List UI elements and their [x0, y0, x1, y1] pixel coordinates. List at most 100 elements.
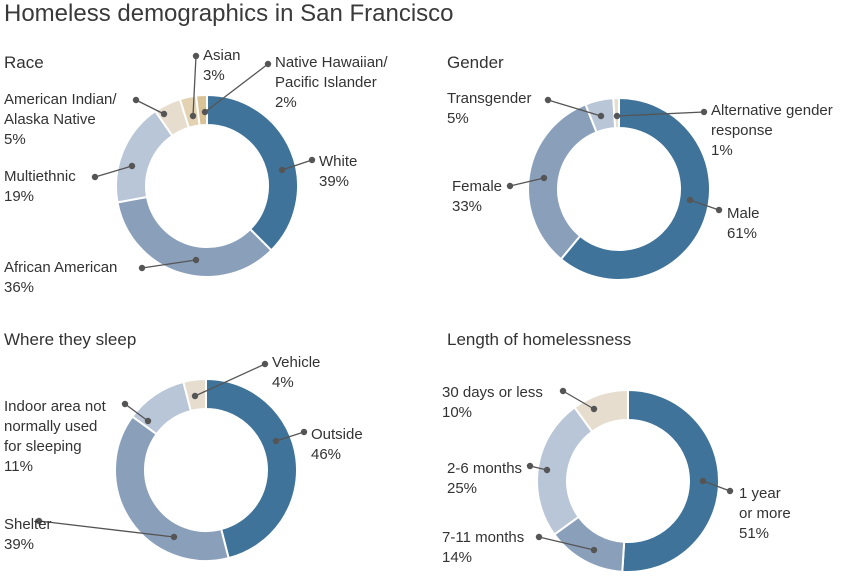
slice-value-label: 5%: [4, 131, 26, 148]
leader-dot: [121, 400, 129, 408]
leader-dot: [590, 546, 598, 554]
slice-name-label: Outside: [311, 426, 363, 443]
slice-value-label: 5%: [447, 110, 469, 127]
slice-30-days-or-less: [573, 388, 629, 434]
leader-line: [38, 520, 175, 538]
slice-name-label: Alternative gender: [711, 102, 833, 119]
slice-value-label: 14%: [442, 549, 472, 566]
leader-line: [689, 199, 720, 211]
slice-name-label: response: [711, 122, 773, 139]
chart-length-of-homelessness: Length of homelessness 1 year or more 51% 7-…: [442, 330, 791, 573]
slice-african-american: [116, 195, 273, 278]
leader-dot: [191, 392, 199, 400]
chart-title: Length of homelessness: [447, 330, 631, 349]
chart-title: Where they sleep: [4, 330, 136, 349]
slice-value-label: 4%: [272, 374, 294, 391]
chart-title: Gender: [447, 53, 504, 72]
leader-line: [141, 259, 197, 269]
slice-value-label: 39%: [4, 536, 34, 553]
leader-dot: [559, 387, 567, 395]
slice-name-label: Male: [727, 205, 760, 222]
slice-name-label: Native Hawaiian/: [275, 54, 388, 71]
leader-line: [562, 390, 595, 410]
leader-line: [194, 363, 266, 397]
slice-name-label: Multiethnic: [4, 168, 76, 185]
slice-name-label: or more: [739, 505, 791, 522]
slice-name-label: Female: [452, 178, 502, 195]
leader-line: [547, 99, 602, 117]
slice-name-label: normally used: [4, 418, 97, 435]
leader-line: [538, 536, 595, 551]
leader-line: [135, 99, 165, 115]
leader-line: [94, 165, 133, 178]
leader-line: [281, 159, 313, 171]
leader-line: [124, 403, 149, 422]
slice-native-hawaiian-pacific-islander: [194, 93, 208, 127]
slice-name-label: African American: [4, 259, 117, 276]
leader-line: [616, 111, 705, 117]
slice-name-label: 30 days or less: [442, 384, 543, 401]
chart-title: Race: [4, 53, 44, 72]
slice-name-label: American Indian/: [4, 91, 117, 108]
chart-race: Race White 39% African American 36% Multiethn…: [4, 47, 388, 296]
leader-dot: [144, 417, 152, 425]
slice-name-label: Pacific Islander: [275, 74, 377, 91]
slice-name-label: for sleeping: [4, 438, 82, 455]
slice-name-label: Asian: [203, 47, 241, 64]
leader-dot: [128, 162, 136, 170]
leader-line: [509, 177, 545, 187]
leader-dot: [35, 517, 43, 525]
slice-1-year-or-more: [621, 388, 720, 573]
slice-value-label: 61%: [727, 225, 757, 242]
leader-line: [204, 63, 269, 113]
slice-name-label: Alaska Native: [4, 111, 96, 128]
leader-line: [275, 431, 305, 442]
leader-dot: [715, 206, 723, 214]
leader-dot: [192, 256, 200, 264]
slice-outside: [205, 377, 298, 560]
leader-dot: [138, 264, 146, 272]
slice-name-label: Vehicle: [272, 354, 320, 371]
leader-dot: [170, 533, 178, 541]
leader-dot: [201, 108, 209, 116]
slice-value-label: 39%: [319, 173, 349, 190]
slice-value-label: 19%: [4, 188, 34, 205]
leader-dot: [192, 52, 200, 60]
slice-value-label: 11%: [4, 458, 33, 475]
leader-dot: [300, 428, 308, 436]
slice-name-label: 1 year: [739, 485, 781, 502]
slice-value-label: 3%: [203, 67, 225, 84]
leader-dot: [526, 462, 534, 470]
leader-dot: [597, 112, 605, 120]
slice-value-label: 36%: [4, 279, 34, 296]
leader-dot: [613, 112, 621, 120]
leader-dot: [264, 60, 272, 68]
slice-name-label: 2-6 months: [447, 460, 522, 477]
leader-dot: [700, 108, 708, 116]
slice-value-label: 51%: [739, 525, 769, 542]
slice-name-label: Indoor area not: [4, 398, 107, 415]
slice-male: [559, 96, 711, 281]
leader-dot: [132, 96, 140, 104]
chart-gender: Gender Male 61% Female 33% Transgender 5% Alter…: [447, 53, 833, 281]
slice-shelter: [114, 415, 230, 562]
leader-dot: [540, 174, 548, 182]
slice-name-label: Shelter: [4, 516, 52, 533]
leader-line: [702, 480, 731, 492]
leader-dot: [544, 96, 552, 104]
slice-white: [206, 93, 299, 252]
slice-value-label: 33%: [452, 198, 482, 215]
slice-value-label: 2%: [275, 94, 297, 111]
leader-dot: [686, 196, 694, 204]
leader-dot: [726, 487, 734, 495]
slice-female: [527, 103, 598, 261]
slice-value-label: 25%: [447, 480, 477, 497]
leader-dot: [272, 437, 280, 445]
slice-name-label: Transgender: [447, 90, 532, 107]
leader-dot: [590, 405, 598, 413]
leader-dot: [261, 360, 269, 368]
page-title: Homeless demographics in San Francisco: [4, 0, 454, 27]
leader-dot: [699, 477, 707, 485]
slice-name-label: White: [319, 153, 357, 170]
